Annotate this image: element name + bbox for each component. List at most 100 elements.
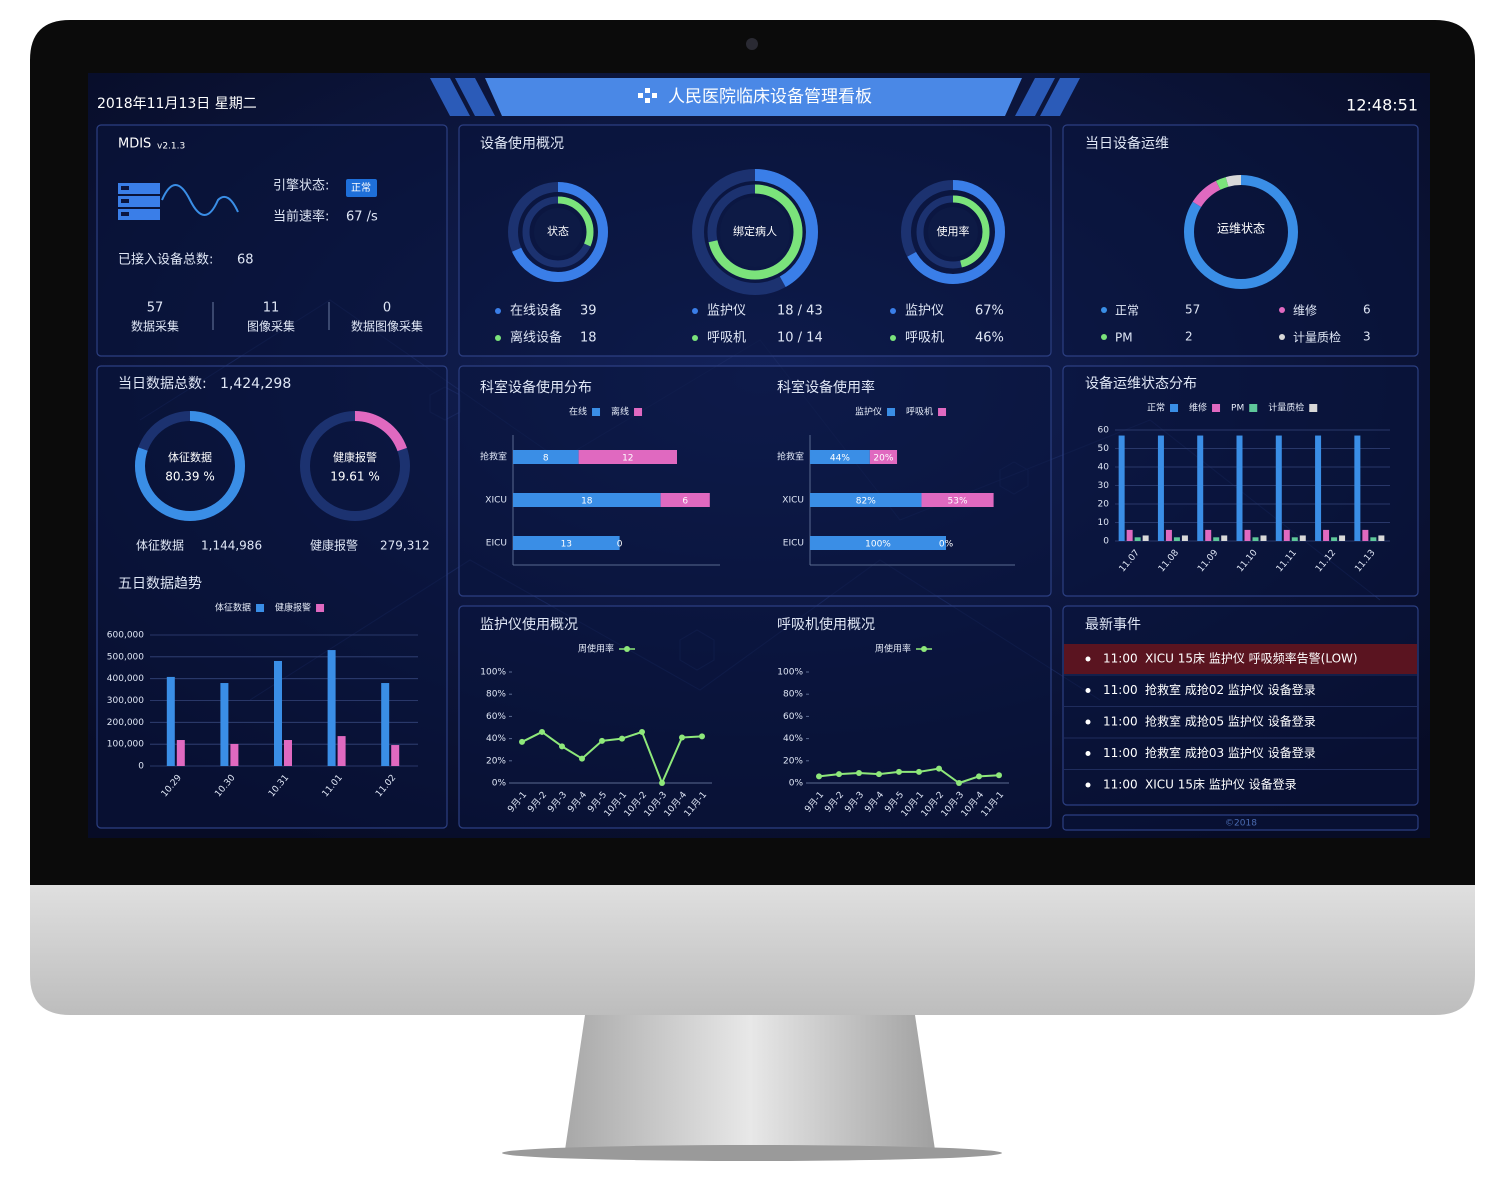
- gauge-count: 1,144,986: [201, 539, 262, 553]
- legend-swatch: [938, 408, 947, 416]
- bar: [513, 450, 579, 464]
- legend-swatch: [1249, 404, 1258, 412]
- panel-title: 科室设备使用率: [777, 379, 875, 396]
- legend-value: 18 / 43: [777, 304, 823, 319]
- y-tick-label: EICU: [783, 539, 804, 549]
- footer: ©2018: [1225, 819, 1257, 829]
- point: [936, 765, 942, 772]
- data-label: 6: [682, 497, 688, 507]
- bar: [274, 660, 282, 766]
- legend-bullet: [1279, 307, 1285, 313]
- bar: [1244, 529, 1251, 541]
- y-tick-label: EICU: [486, 539, 507, 549]
- point: [599, 737, 605, 744]
- bar: [810, 493, 922, 507]
- legend-label: 周使用率: [578, 643, 614, 655]
- status-badge-text: 正常: [351, 181, 371, 194]
- legend-value: 10 / 14: [777, 331, 823, 346]
- rate-value: 67 /s: [346, 210, 378, 225]
- camera: [746, 38, 758, 50]
- y-tick-label: 40%: [783, 734, 803, 744]
- event-time: 11:00: [1103, 652, 1138, 666]
- bar: [1165, 529, 1172, 541]
- panel-title: 设备运维状态分布: [1085, 375, 1197, 392]
- panel: [1062, 605, 1419, 806]
- bar: [660, 493, 710, 507]
- header-deco: [1015, 78, 1055, 116]
- y-tick-label: 20%: [783, 756, 803, 766]
- total-value: 68: [237, 253, 254, 268]
- donut-label: 状态: [547, 224, 569, 238]
- legend-label: 呼吸机: [906, 406, 933, 418]
- legend-label: 在线: [569, 406, 587, 418]
- legend-label: 监护仪: [707, 304, 746, 319]
- bar: [1354, 435, 1361, 541]
- donut-arc: [707, 184, 803, 280]
- line: [818, 767, 1000, 784]
- event-time: 11:00: [1103, 778, 1138, 792]
- bar: [1221, 535, 1228, 541]
- gauge-arc: [135, 411, 245, 521]
- point: [956, 780, 962, 786]
- legend-label: 离线: [611, 406, 629, 418]
- point: [836, 771, 842, 778]
- y-tick-label: 300,000: [107, 696, 144, 706]
- bar: [284, 740, 292, 766]
- legend-value: 18: [580, 331, 597, 346]
- legend-label: PM: [1115, 331, 1133, 345]
- point: [699, 733, 705, 740]
- header-icon: [638, 88, 657, 103]
- point: [896, 768, 902, 775]
- legend-bullet: [1279, 334, 1285, 340]
- y-tick-label: 30: [1098, 481, 1110, 491]
- y-tick-label: 抢救室: [480, 451, 507, 463]
- legend-swatch: [1212, 404, 1221, 412]
- event-text: XICU 15床 监护仪 设备登录: [1145, 777, 1297, 792]
- gauge-caption: 健康报警: [310, 538, 358, 553]
- bar: [220, 683, 229, 766]
- legend-label: 健康报警: [275, 602, 311, 614]
- y-tick-label: 20%: [486, 756, 506, 766]
- event-text: 抢救室 成抢03 监护仪 设备登录: [1145, 745, 1316, 760]
- y-tick-label: 100%: [777, 668, 803, 678]
- data-label: 13: [561, 540, 572, 550]
- legend-label: 呼吸机: [707, 331, 746, 346]
- panel-title: 监护仪使用概况: [480, 616, 578, 633]
- legend-value: 39: [580, 304, 597, 319]
- legend-value: 6: [1363, 303, 1371, 317]
- legend-label: 正常: [1115, 304, 1139, 318]
- legend-bullet: [1101, 334, 1107, 340]
- point: [876, 771, 882, 778]
- donut-center: [534, 208, 582, 256]
- bar: [1331, 537, 1338, 541]
- panel: [458, 365, 1052, 597]
- data-label: 53%: [948, 497, 968, 507]
- legend-label: 在线设备: [510, 303, 562, 319]
- legend-swatch: [887, 408, 896, 416]
- legend-bullet: [495, 335, 501, 341]
- y-tick-label: 20: [1098, 500, 1110, 510]
- bar: [1236, 435, 1243, 541]
- legend-label: 维修: [1293, 303, 1317, 318]
- bar: [513, 493, 661, 507]
- label: 当前速率:: [273, 209, 329, 225]
- y-tick-label: 500,000: [107, 652, 144, 662]
- server-icon: [118, 183, 239, 220]
- y-tick-label: 80%: [783, 690, 803, 700]
- bar: [1299, 535, 1306, 541]
- bar: [1126, 529, 1133, 541]
- bar: [1370, 537, 1377, 541]
- bar: [176, 740, 185, 766]
- legend-swatch: [1309, 404, 1318, 412]
- point: [996, 772, 1002, 779]
- gauge-label: 健康报警: [333, 450, 377, 464]
- bar: [1134, 537, 1141, 541]
- legend-bullet: [692, 308, 698, 314]
- system-name: MDIS: [118, 137, 151, 152]
- bar: [230, 743, 239, 766]
- point: [816, 773, 822, 780]
- bar: [1213, 537, 1220, 541]
- bar: [337, 736, 346, 766]
- y-tick-label: 80%: [486, 690, 506, 700]
- panel-title: 呼吸机使用概况: [777, 616, 875, 633]
